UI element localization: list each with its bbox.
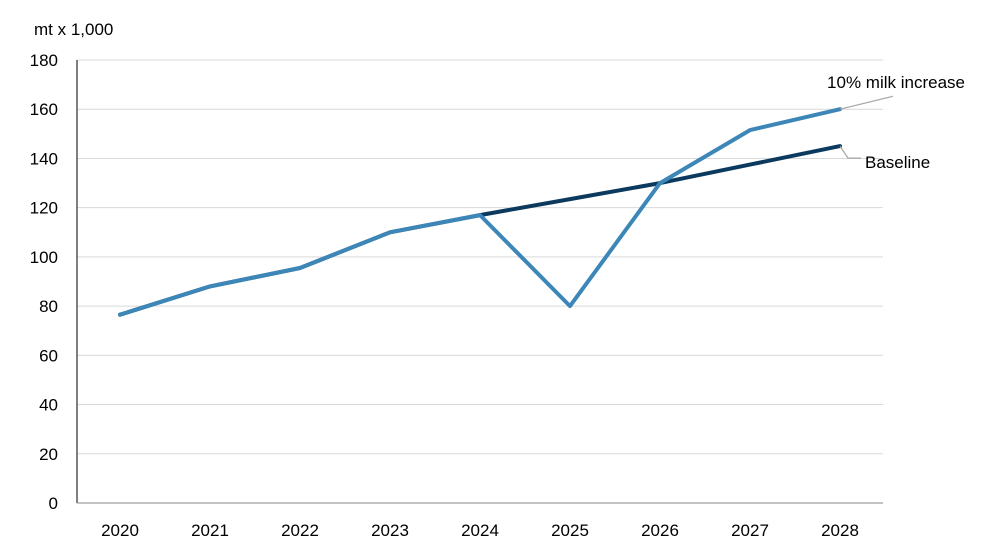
y-tick-20: 20 (39, 445, 58, 464)
y-tick-labels: 0 20 40 60 80 100 120 140 160 180 (30, 51, 58, 513)
y-tick-0: 0 (49, 494, 58, 513)
x-tick-2027: 2027 (731, 521, 769, 540)
series-line-1 (118, 107, 842, 317)
x-tick-2022: 2022 (281, 521, 319, 540)
x-tick-2020: 2020 (101, 521, 139, 540)
leader-10pct-milk-increase (839, 95, 894, 110)
y-tick-180: 180 (30, 51, 58, 70)
y-tick-140: 140 (30, 149, 58, 168)
x-tick-2021: 2021 (191, 521, 229, 540)
series-label-10pct-milk-increase: 10% milk increase (827, 73, 965, 92)
x-tick-2025: 2025 (551, 521, 589, 540)
series-lines (118, 107, 842, 317)
y-tick-40: 40 (39, 396, 58, 415)
y-tick-160: 160 (30, 100, 58, 119)
series-line-0 (118, 144, 842, 317)
x-tick-labels: 2020 2021 2022 2023 2024 2025 2026 2027 2028 (101, 521, 859, 540)
y-tick-60: 60 (39, 346, 58, 365)
y-tick-120: 120 (30, 199, 58, 218)
series-label-baseline: Baseline (865, 153, 930, 172)
y-axis-title: mt x 1,000 (34, 20, 113, 39)
x-tick-2026: 2026 (641, 521, 679, 540)
leader-baseline (839, 145, 861, 159)
gridlines (77, 59, 883, 455)
y-tick-80: 80 (39, 297, 58, 316)
x-tick-2024: 2024 (461, 521, 499, 540)
series-label-leaders (839, 95, 894, 159)
x-tick-2023: 2023 (371, 521, 409, 540)
x-tick-2028: 2028 (821, 521, 859, 540)
y-tick-100: 100 (30, 248, 58, 267)
